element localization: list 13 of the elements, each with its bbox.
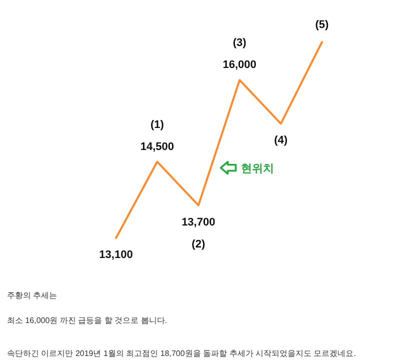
annotation: 현위치 bbox=[240, 162, 274, 175]
text: 속단하긴 이르지만 2019년 1월의 최고점인 18,700원을 돌파할 추세가 시작되었을지도 모르겠네요. bbox=[7, 349, 356, 358]
annotation: (3) bbox=[232, 37, 247, 50]
data-label: 13,100 bbox=[99, 249, 133, 261]
text: (5) bbox=[315, 19, 330, 31]
data-label: 13,700 bbox=[182, 216, 216, 228]
annotation: (4) bbox=[274, 134, 288, 147]
data-label: 16,000 bbox=[222, 59, 256, 72]
text: (2) bbox=[192, 238, 206, 250]
data-label: 14,500 bbox=[140, 140, 174, 153]
text: 최소 16,000원 까진 급등을 할 것으로 봅니다. bbox=[7, 316, 168, 325]
annotation: (1) bbox=[150, 118, 164, 131]
text: 주황의 추세는 bbox=[7, 291, 58, 300]
